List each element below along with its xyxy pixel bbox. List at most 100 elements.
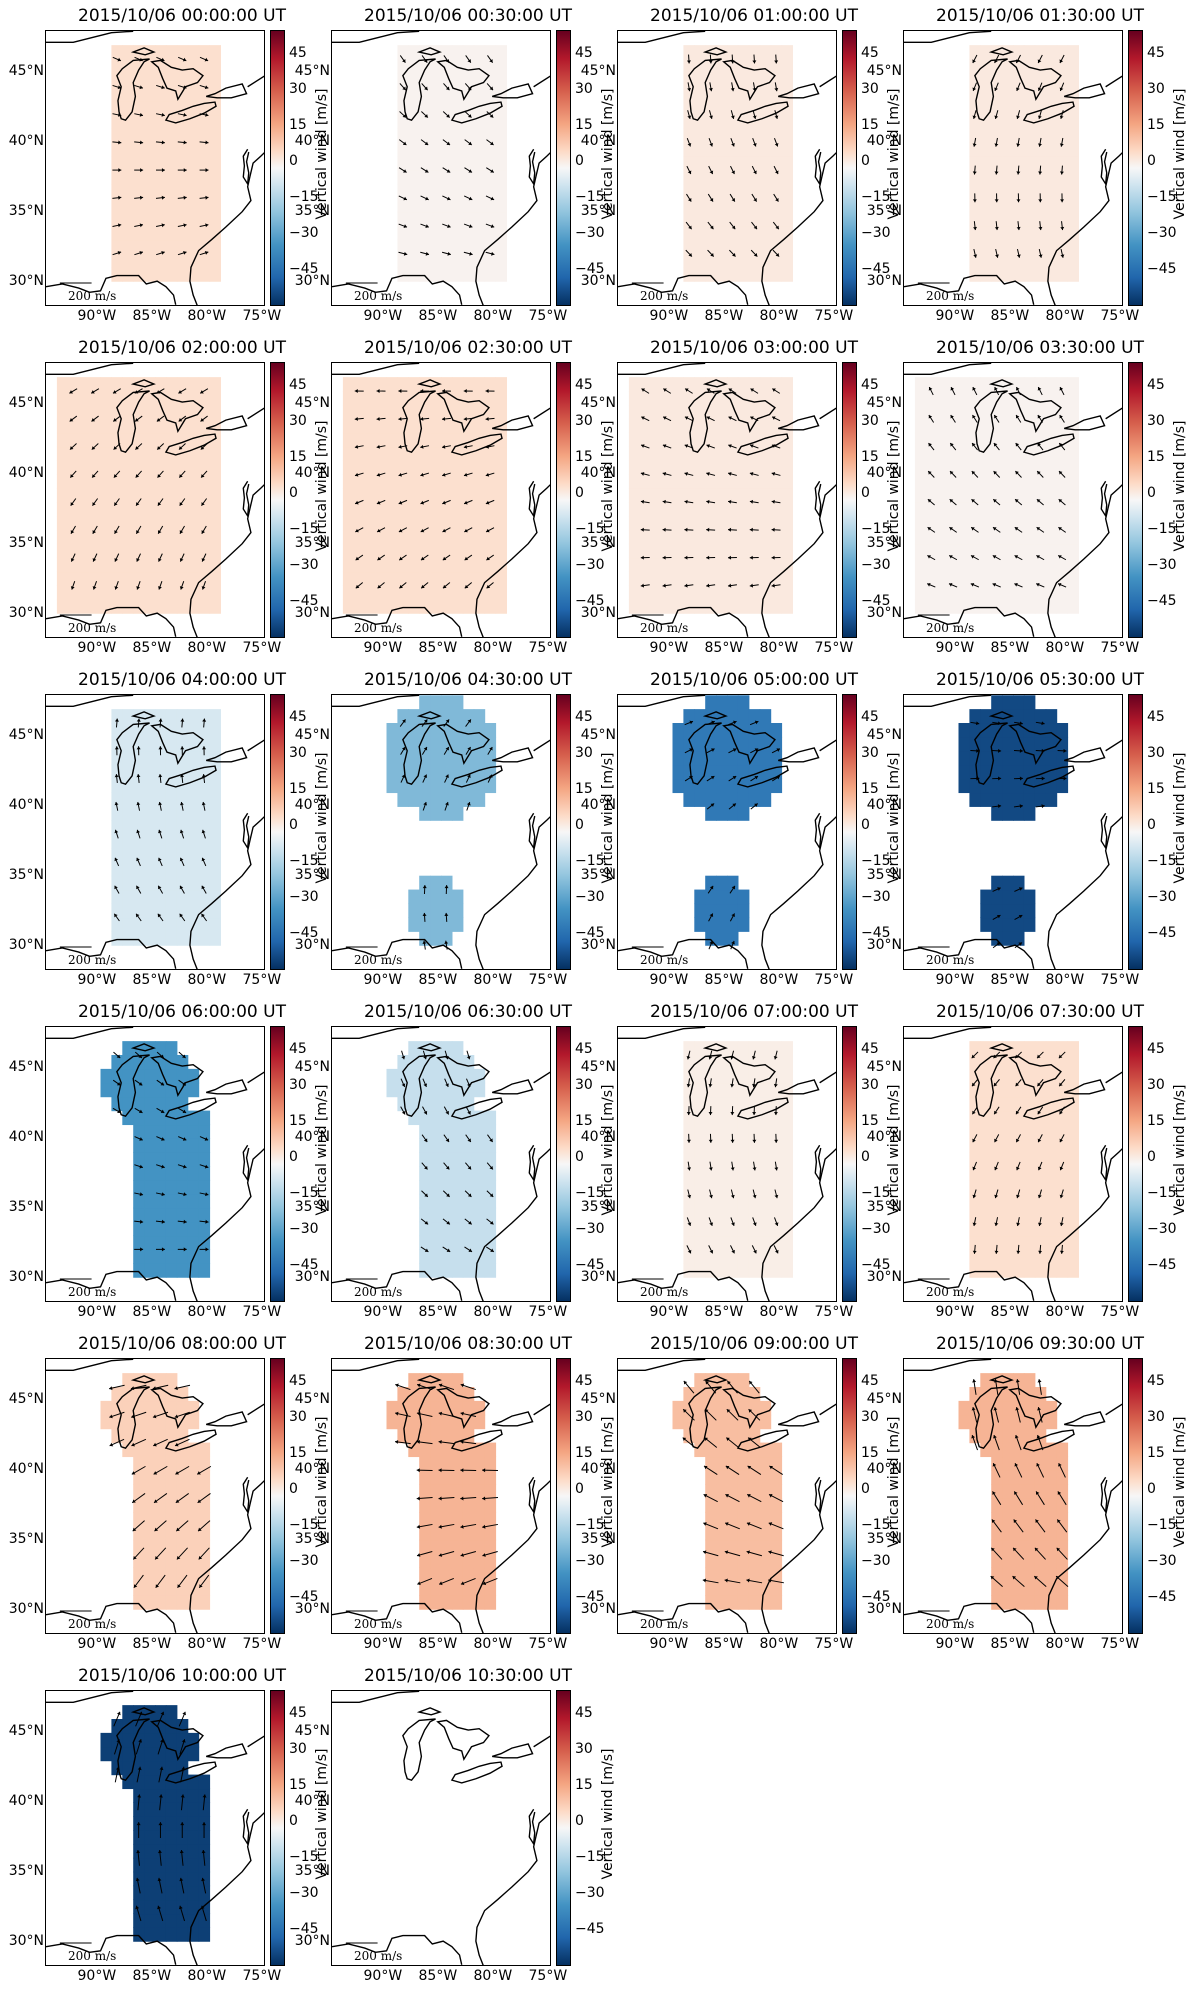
data-cell xyxy=(683,460,694,474)
data-cell xyxy=(419,1236,430,1250)
data-cell xyxy=(199,419,210,433)
data-cell xyxy=(210,128,221,142)
data-cell xyxy=(144,1222,155,1236)
data-cell xyxy=(441,460,452,474)
lon-tick-label: 80°W xyxy=(474,640,513,656)
data-cell xyxy=(727,765,738,779)
data-cell xyxy=(727,502,738,516)
data-cell xyxy=(991,723,1002,737)
data-cell xyxy=(662,572,673,586)
data-cell xyxy=(387,723,398,737)
data-cell xyxy=(463,474,474,488)
data-cell xyxy=(1002,267,1013,281)
scale-label: 200 m/s xyxy=(640,1285,688,1299)
coastline xyxy=(243,1477,248,1512)
data-cell xyxy=(463,267,474,281)
lon-tick-label: 80°W xyxy=(1046,640,1085,656)
data-cell xyxy=(441,267,452,281)
data-cell xyxy=(782,115,793,129)
data-cell xyxy=(716,115,727,129)
data-cell xyxy=(144,1568,155,1582)
data-cell xyxy=(463,170,474,184)
data-cell xyxy=(937,599,948,613)
data-cell xyxy=(430,156,441,170)
data-cell xyxy=(387,1415,398,1429)
data-cell xyxy=(210,240,221,254)
data-cell xyxy=(343,544,354,558)
data-cell xyxy=(111,1097,122,1111)
data-cell xyxy=(188,502,199,516)
data-cell xyxy=(980,516,991,530)
data-cell xyxy=(496,599,507,613)
data-cell xyxy=(1002,405,1013,419)
data-cell xyxy=(408,128,419,142)
data-cell xyxy=(397,156,408,170)
colorbar-tick: 0 xyxy=(289,1149,298,1165)
data-cell xyxy=(188,45,199,59)
data-cell xyxy=(144,433,155,447)
data-cell xyxy=(188,862,199,876)
data-cell xyxy=(177,904,188,918)
coastline xyxy=(529,149,534,184)
data-cell xyxy=(937,516,948,530)
data-cell xyxy=(782,599,793,613)
lon-tick-label: 85°W xyxy=(419,1304,458,1320)
data-cell xyxy=(397,599,408,613)
data-cell xyxy=(133,1456,144,1470)
data-cell xyxy=(1002,128,1013,142)
colorbar-tick: 0 xyxy=(861,485,870,501)
data-cell xyxy=(705,806,716,820)
data-cell xyxy=(683,1263,694,1277)
lon-tick-label: 90°W xyxy=(650,1304,689,1320)
data-cell xyxy=(111,1387,122,1401)
data-cell xyxy=(144,240,155,254)
data-cell xyxy=(937,502,948,516)
data-cell xyxy=(496,212,507,226)
data-cell xyxy=(430,253,441,267)
data-cell xyxy=(651,405,662,419)
data-cell xyxy=(651,530,662,544)
data-cell xyxy=(122,820,133,834)
data-cell xyxy=(1046,1083,1057,1097)
data-cell xyxy=(463,391,474,405)
data-cell xyxy=(782,156,793,170)
data-cell xyxy=(452,1456,463,1470)
data-cell xyxy=(980,765,991,779)
colorbar-tick: 30 xyxy=(575,745,593,761)
colorbar-tick: 15 xyxy=(861,117,879,133)
data-cell xyxy=(144,1540,155,1554)
data-cell xyxy=(177,128,188,142)
data-cell xyxy=(144,737,155,751)
data-cell xyxy=(1024,488,1035,502)
data-cell xyxy=(738,723,749,737)
data-cell xyxy=(111,198,122,212)
data-cell xyxy=(760,226,771,240)
data-cell xyxy=(452,904,463,918)
data-cell xyxy=(1002,1194,1013,1208)
data-cell xyxy=(926,599,937,613)
data-cell xyxy=(122,931,133,945)
lon-tick-label: 80°W xyxy=(760,640,799,656)
data-cell xyxy=(991,558,1002,572)
data-cell xyxy=(463,1236,474,1250)
data-cell xyxy=(199,1194,210,1208)
data-cell xyxy=(419,101,430,115)
lon-tick-label: 80°W xyxy=(760,1304,799,1320)
data-cell xyxy=(111,184,122,198)
data-cell xyxy=(1046,502,1057,516)
data-cell xyxy=(188,1124,199,1138)
data-cell xyxy=(1046,184,1057,198)
data-cell xyxy=(496,184,507,198)
data-cell xyxy=(166,267,177,281)
data-cell xyxy=(111,433,122,447)
data-cell xyxy=(969,585,980,599)
data-cell xyxy=(496,502,507,516)
lon-tick-label: 80°W xyxy=(760,308,799,324)
data-cell xyxy=(155,1263,166,1277)
data-cell xyxy=(683,156,694,170)
data-cell xyxy=(959,516,970,530)
data-cell xyxy=(122,1069,133,1083)
data-cell xyxy=(210,876,221,890)
